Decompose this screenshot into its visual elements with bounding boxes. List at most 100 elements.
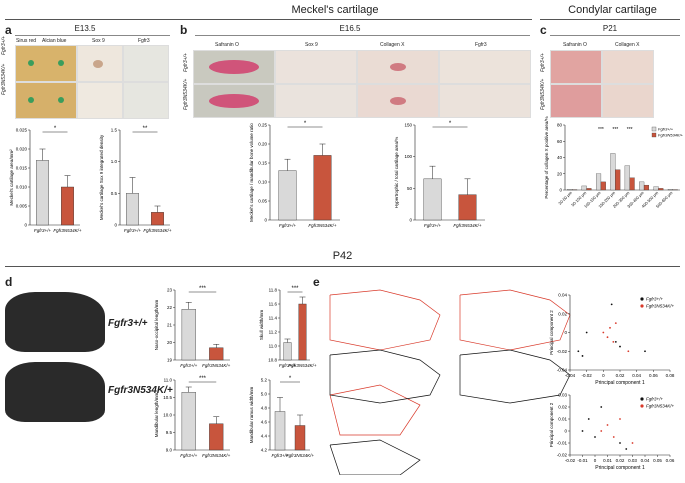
stain-collagen-c: Collagen X — [615, 42, 640, 48]
e1-ytick-label: 0 — [564, 330, 567, 335]
e1-point-0-3 — [614, 340, 617, 343]
stain-alcian: Alcian blue — [42, 38, 67, 44]
e2-point-0-3 — [619, 442, 621, 444]
condylar-title: Condylar cartilage — [568, 4, 657, 16]
d4-category-1: Fgfr3N534K/+ — [286, 453, 315, 458]
b1-category-1: Fgfr3N534K/+ — [308, 223, 337, 228]
stain-sox9-b: Sox 9 — [305, 42, 318, 48]
panel-b-letter: b — [180, 23, 188, 37]
b1-category-0: Fgfr3+/+ — [279, 223, 296, 228]
d3-ytick-label: 10.0 — [163, 413, 172, 418]
d2-ytick-label: 11.0 — [269, 344, 278, 349]
c1-bar-1-1 — [586, 188, 592, 191]
d1-ytick-label: 22 — [167, 305, 173, 310]
c1-ytick-label: 80 — [557, 123, 563, 128]
e2-ytick-label: -0.01 — [557, 441, 568, 446]
a2-bar-0 — [126, 193, 139, 226]
e2-xtick-label: 0.02 — [616, 458, 625, 463]
b2-category-0: Fgfr3+/+ — [424, 223, 441, 228]
b1-ytick-label: 0.05 — [258, 199, 267, 204]
image-a-alcian-wt — [15, 45, 77, 82]
e1-ytick-label: -0.02 — [557, 349, 568, 354]
d3-ytick-label: 11.0 — [164, 378, 173, 383]
row-label-d-mut: Fgfr3N534K/+ — [108, 385, 173, 396]
d2-ytick-label: 10.8 — [268, 358, 277, 363]
b2-ytick-label: 100 — [404, 154, 412, 159]
e1-point-1-5 — [609, 326, 611, 329]
e1-legend-dot-0 — [640, 297, 644, 301]
d4-category-0: Fgfr3+/+ — [271, 453, 288, 458]
e1-xtick-label: 0.08 — [666, 373, 675, 378]
e1-xtick-label: 0 — [602, 373, 605, 378]
image-a-alcian-mut — [15, 82, 77, 119]
e2-point-1-2 — [619, 418, 621, 420]
b1-ytick-label: 0.20 — [258, 142, 267, 147]
panel-c-rule — [550, 35, 680, 36]
e2-ytick-label: -0.02 — [557, 453, 568, 458]
b2-ylabel: Hypertrophic / total cartilage area/% — [394, 137, 399, 209]
b1-bar-0 — [278, 170, 297, 221]
image-a-fgfr3-wt — [123, 45, 169, 82]
d4-bar-1 — [294, 425, 306, 451]
a2-ytick-label: 1.5 — [111, 128, 118, 133]
c1-bar-1-2 — [600, 181, 606, 191]
e2-point-0-0 — [581, 430, 584, 432]
a1-bar-1 — [61, 186, 74, 226]
e1-legend-1: Fgfr3N534K/+ — [646, 304, 675, 309]
e2-xtick-label: 0 — [594, 458, 597, 463]
c1-significance-1: *** — [612, 127, 618, 133]
d4-ytick-label: 5.0 — [261, 392, 268, 397]
image-b-safranin-mut — [193, 84, 275, 118]
a2-category-1: Fgfr3N534K/+ — [143, 228, 172, 233]
a2-ylabel: Meckel's cartilage Sox 9 integrated dens… — [99, 134, 104, 220]
e1-legend-dot-1 — [640, 304, 644, 308]
d1-category-1: Fgfr3N534K/+ — [202, 363, 231, 368]
d2-ytick-label: 11.4 — [269, 316, 278, 321]
d4-bar-0 — [274, 411, 286, 451]
a1-ytick-label: 0.010 — [16, 185, 28, 190]
e2-ytick-label: 0.02 — [558, 405, 567, 410]
e2-point-0-4 — [625, 448, 628, 450]
meckel-rule — [5, 19, 532, 20]
d2-bar-0 — [283, 342, 292, 361]
c1-bar-1-5 — [643, 184, 650, 191]
e1-legend-0: Fgfr3+/+ — [646, 297, 663, 302]
d4-ytick-label: 4.2 — [261, 448, 268, 453]
e2-point-1-4 — [600, 430, 603, 432]
c1-bar-1-3 — [615, 169, 621, 191]
a1-category-0: Fgfr3+/+ — [34, 228, 51, 233]
stain-sox9-a: Sox 9 — [92, 38, 105, 44]
b1-significance: * — [304, 121, 307, 127]
image-d-skull-wt — [5, 292, 105, 352]
b2-category-1: Fgfr3N534K/+ — [453, 223, 482, 228]
d1-ytick-label: 23 — [167, 288, 173, 293]
image-b-fgfr3-wt — [439, 50, 531, 84]
a1-ytick-label: 0 — [24, 223, 27, 228]
b1-ytick-label: 0 — [264, 218, 267, 223]
d4-ytick-label: 4.6 — [261, 420, 268, 425]
d2-ytick-label: 11.8 — [269, 288, 278, 293]
panel-b-rule — [195, 35, 530, 36]
p42-rule — [5, 266, 680, 267]
b2-ytick-label: 50 — [407, 186, 413, 191]
e2-xtick-label: 0.04 — [641, 458, 650, 463]
c1-bar-0-6 — [653, 186, 659, 191]
b1-ytick-label: 0.25 — [258, 123, 267, 128]
p42-title: P42 — [332, 250, 353, 262]
a2-bar-1 — [151, 212, 164, 226]
a1-ytick-label: 0.020 — [16, 147, 28, 152]
e2-point-1-3 — [631, 442, 634, 444]
stain-fgfr3-b: Fgfr3 — [475, 42, 487, 48]
a1-ytick-label: 0.015 — [16, 166, 28, 171]
stain-fgfr3-a: Fgfr3 — [138, 38, 150, 44]
image-c-safranin-mut — [550, 84, 602, 118]
d1-bar-0 — [181, 309, 196, 361]
d4-ytick-label: 4.8 — [261, 406, 268, 411]
b2-significance: * — [449, 121, 452, 127]
c1-legend-swatch-1 — [651, 132, 657, 138]
image-a-fgfr3-mut — [123, 82, 169, 119]
a1-ylabel: Meckel's cartilage area/mm² — [9, 149, 14, 206]
row-label-d-wt: Fgfr3+/+ — [108, 318, 148, 329]
e2-point-1-1 — [612, 436, 615, 438]
